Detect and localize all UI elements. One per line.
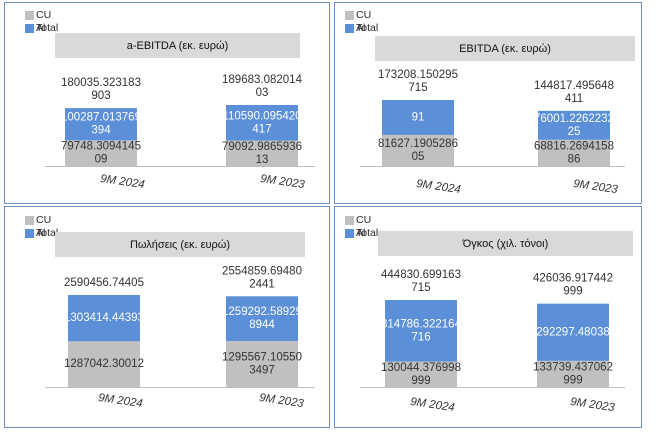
data-label-cu: 81627.1905286 05 <box>378 138 458 163</box>
bar-segment-al <box>68 295 140 342</box>
x-tick-label: 9M 2024 <box>409 396 455 414</box>
legend-label-al: Al <box>356 22 366 34</box>
x-tick-label: 9M 2024 <box>97 392 143 410</box>
bar-segment-al <box>226 105 298 141</box>
x-tick-label: 9M 2023 <box>572 178 619 196</box>
bar-segment-cu <box>226 140 298 166</box>
data-label-cu: 130044.376998 999 <box>381 362 461 387</box>
legend-swatch-cu <box>345 11 354 20</box>
data-label-cu: 1287042.30012 <box>64 358 144 370</box>
data-label-al: 314786.322164 716 <box>381 318 462 343</box>
legend-swatch-cu <box>25 11 34 20</box>
legend-label-cu: CU <box>356 214 372 226</box>
data-label-total: 426036.917442 999 <box>533 273 613 298</box>
data-label-al: 1303414.44393 <box>64 312 144 324</box>
data-label-total: 144817.495648 411 <box>534 80 614 105</box>
bar-segment-cu <box>385 361 457 387</box>
bar-segment-al <box>538 110 610 140</box>
data-label-total: 189683.082014 03 <box>222 74 303 99</box>
legend-swatch-al <box>345 229 354 238</box>
chart-title: EBITDA (εκ. ευρώ) <box>375 36 635 61</box>
data-label-cu: 133739.437062 999 <box>533 361 613 386</box>
bar-segment-al <box>382 100 454 135</box>
legend-swatch-al <box>25 229 34 238</box>
legend-label-al: Al <box>36 22 46 34</box>
data-label-al: 110590.095420 417 <box>222 110 301 135</box>
bar-segment-cu <box>537 360 609 387</box>
x-tick-label: 9M 2023 <box>258 392 305 410</box>
data-label-total: 2554859.69480 2441 <box>222 265 302 290</box>
legend-swatch-cu <box>345 216 354 225</box>
legend-label-cu: CU <box>36 214 52 226</box>
data-label-total: 180035.323183 903 <box>61 77 141 102</box>
x-tick-label: 9M 2024 <box>99 173 145 191</box>
data-label-al: 91 <box>412 111 425 123</box>
legend-label-total: Total <box>36 22 59 34</box>
legend-swatch-cu <box>25 216 34 225</box>
data-label-total: 2590456.74405 <box>64 277 144 289</box>
legend-label-total: Total <box>36 227 59 239</box>
data-label-al: 100287.013769 394 <box>61 112 141 137</box>
data-label-cu: 79092.9865936 13 <box>222 141 302 166</box>
legend-swatch-al <box>25 24 34 33</box>
legend-label-total: Total <box>356 22 379 34</box>
chart-title: Πωλήσεις (εκ. ευρώ) <box>55 232 305 257</box>
bar-segment-cu <box>68 341 140 387</box>
bar-segment-al <box>385 300 457 362</box>
x-tick-label: 9M 2023 <box>569 396 616 414</box>
bar-segment-cu <box>382 134 454 166</box>
bar-segment-al <box>226 296 298 341</box>
legend-label-total: Total <box>356 227 379 239</box>
legend-label-al: Al <box>36 227 46 239</box>
data-label-cu: 68816.2694158 86 <box>534 140 614 165</box>
x-tick-label: 9M 2024 <box>415 178 461 196</box>
legend-label-cu: CU <box>36 9 52 21</box>
data-label-al: 76001.2262232 25 <box>534 113 614 138</box>
data-label-total: 173208.150295 715 <box>378 69 458 94</box>
legend-swatch-al <box>345 24 354 33</box>
data-label-al: 292297.48038 <box>536 326 610 338</box>
data-label-total: 444830.699163 715 <box>381 269 461 294</box>
legend-label-al: Al <box>356 227 366 239</box>
data-label-cu: 79748.3094145 09 <box>61 141 141 166</box>
chart-title: Όγκος (χιλ. τόνοι) <box>378 231 633 256</box>
bar-segment-cu <box>65 140 137 166</box>
bar-segment-al <box>537 303 609 361</box>
chart-title: a-EBITDA (εκ. ευρώ) <box>55 33 300 58</box>
bar-segment-cu <box>226 340 298 387</box>
legend-label-cu: CU <box>356 9 372 21</box>
bar-segment-al <box>65 108 137 141</box>
data-label-cu: 1295567.10550 3497 <box>222 352 302 377</box>
bar-segment-cu <box>538 139 610 166</box>
data-label-al: 1259292.58929 8944 <box>222 306 302 331</box>
x-tick-label: 9M 2023 <box>259 173 306 191</box>
